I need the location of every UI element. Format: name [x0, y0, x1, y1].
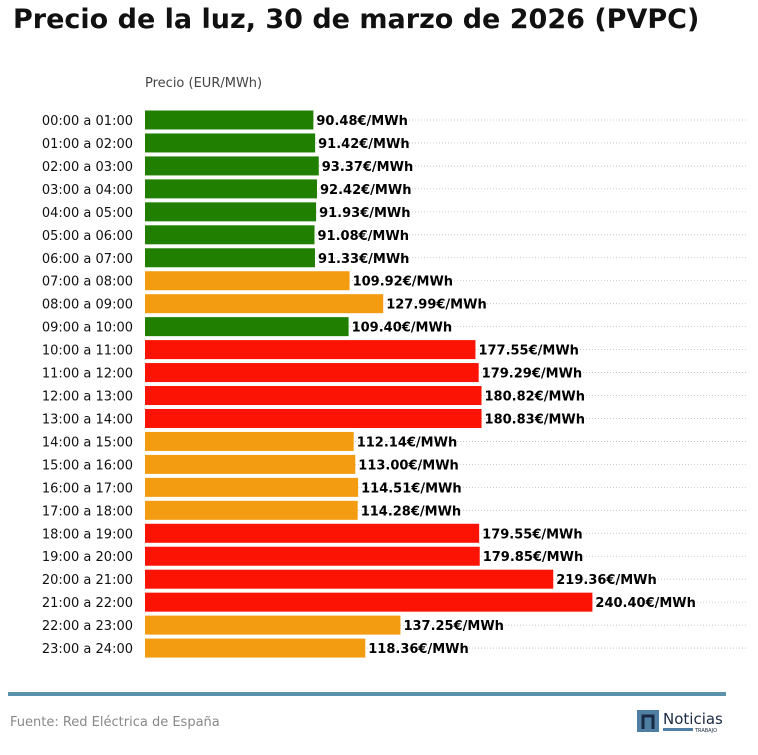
y-tick-label: 11:00 a 12:00	[42, 367, 133, 382]
y-tick-label: 18:00 a 19:00	[42, 527, 133, 542]
y-tick-label: 16:00 a 17:00	[42, 481, 133, 496]
bar	[145, 133, 316, 153]
svg-text:TRABAJO: TRABAJO	[694, 728, 717, 734]
data-label: 137.25€/MWh	[403, 619, 504, 634]
bar	[145, 386, 482, 406]
y-tick-label: 03:00 a 04:00	[42, 183, 133, 198]
data-label: 93.37€/MWh	[322, 160, 413, 175]
y-tick-label: 19:00 a 20:00	[42, 550, 133, 565]
data-label: 109.40€/MWh	[352, 321, 453, 336]
y-tick-label: 15:00 a 16:00	[42, 458, 133, 473]
data-label: 180.82€/MWh	[485, 390, 586, 405]
y-tick-label: 06:00 a 07:00	[42, 252, 133, 267]
y-tick-label: 04:00 a 05:00	[42, 206, 133, 221]
data-label: 91.42€/MWh	[318, 137, 409, 152]
bar	[145, 202, 317, 222]
bar	[145, 317, 349, 337]
data-label: 113.00€/MWh	[358, 458, 459, 473]
bar	[145, 340, 476, 360]
y-tick-label: 12:00 a 13:00	[42, 390, 133, 405]
data-label: 112.14€/MWh	[357, 435, 458, 450]
y-tick-label: 17:00 a 18:00	[42, 504, 133, 519]
data-label: 114.51€/MWh	[361, 481, 462, 496]
bar	[145, 454, 356, 474]
svg-text:Noticias: Noticias	[663, 710, 723, 728]
y-tick-label: 10:00 a 11:00	[42, 344, 133, 359]
y-tick-label: 14:00 a 15:00	[42, 435, 133, 450]
bar	[145, 500, 358, 520]
y-tick-label: 00:00 a 01:00	[42, 114, 133, 129]
x-axis-label: Precio (EUR/MWh)	[145, 76, 262, 91]
bar	[145, 271, 350, 291]
y-tick-label: 02:00 a 03:00	[42, 160, 133, 175]
bar	[145, 156, 319, 176]
noticias-trabajo-logo: Noticias TRABAJO	[637, 710, 723, 734]
bar	[145, 363, 479, 383]
data-label: 179.85€/MWh	[483, 550, 584, 565]
bar	[145, 569, 554, 589]
bar	[145, 638, 366, 658]
bar	[145, 110, 314, 130]
y-tick-label: 20:00 a 21:00	[42, 573, 133, 588]
data-label: 177.55€/MWh	[478, 344, 579, 359]
y-tick-label: 05:00 a 06:00	[42, 229, 133, 244]
data-label: 92.42€/MWh	[320, 183, 411, 198]
data-label: 91.93€/MWh	[319, 206, 410, 221]
data-label: 90.48€/MWh	[316, 114, 407, 129]
source-note: Fuente: Red Eléctrica de España	[10, 715, 220, 730]
y-tick-label: 09:00 a 10:00	[42, 321, 133, 336]
y-tick-label: 07:00 a 08:00	[42, 275, 133, 290]
bar	[145, 179, 318, 199]
bar-chart: Precio (EUR/MWh) 00:00 a 01:00 90.48€/MWh…	[42, 76, 748, 658]
data-label: 127.99€/MWh	[386, 298, 487, 313]
chart-title: Precio de la luz, 30 de marzo de 2026 (P…	[13, 4, 700, 35]
y-tick-label: 22:00 a 23:00	[42, 619, 133, 634]
data-label: 219.36€/MWh	[556, 573, 657, 588]
bar	[145, 225, 315, 245]
data-label: 179.55€/MWh	[482, 527, 582, 542]
y-tick-label: 01:00 a 02:00	[42, 137, 133, 152]
bar	[145, 294, 384, 314]
bar	[145, 523, 480, 543]
data-label: 91.08€/MWh	[318, 229, 409, 244]
y-tick-label: 21:00 a 22:00	[42, 596, 133, 611]
bar	[145, 248, 315, 268]
bar	[145, 431, 354, 451]
footer-divider	[8, 692, 726, 696]
bar	[145, 477, 359, 497]
y-tick-label: 13:00 a 14:00	[42, 412, 133, 427]
bar	[145, 615, 401, 635]
data-label: 91.33€/MWh	[318, 252, 409, 267]
data-label: 118.36€/MWh	[368, 642, 469, 657]
bar	[145, 546, 480, 566]
y-tick-label: 08:00 a 09:00	[42, 298, 133, 313]
y-tick-label: 23:00 a 24:00	[42, 642, 133, 657]
bar	[145, 408, 482, 428]
data-label: 240.40€/MWh	[595, 596, 696, 611]
data-label: 180.83€/MWh	[485, 412, 585, 427]
data-label: 179.29€/MWh	[482, 367, 582, 382]
bar	[145, 592, 593, 612]
data-label: 109.92€/MWh	[353, 275, 454, 290]
data-label: 114.28€/MWh	[361, 504, 462, 519]
